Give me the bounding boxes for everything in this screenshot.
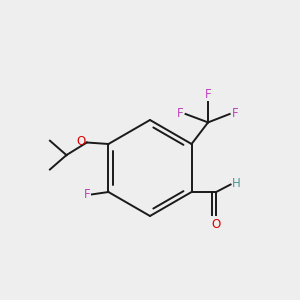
Text: F: F [232,107,238,120]
Text: O: O [212,218,221,231]
Text: F: F [205,88,211,101]
Text: H: H [232,177,241,190]
Text: F: F [177,107,184,120]
Text: F: F [83,188,90,201]
Text: O: O [76,135,85,148]
